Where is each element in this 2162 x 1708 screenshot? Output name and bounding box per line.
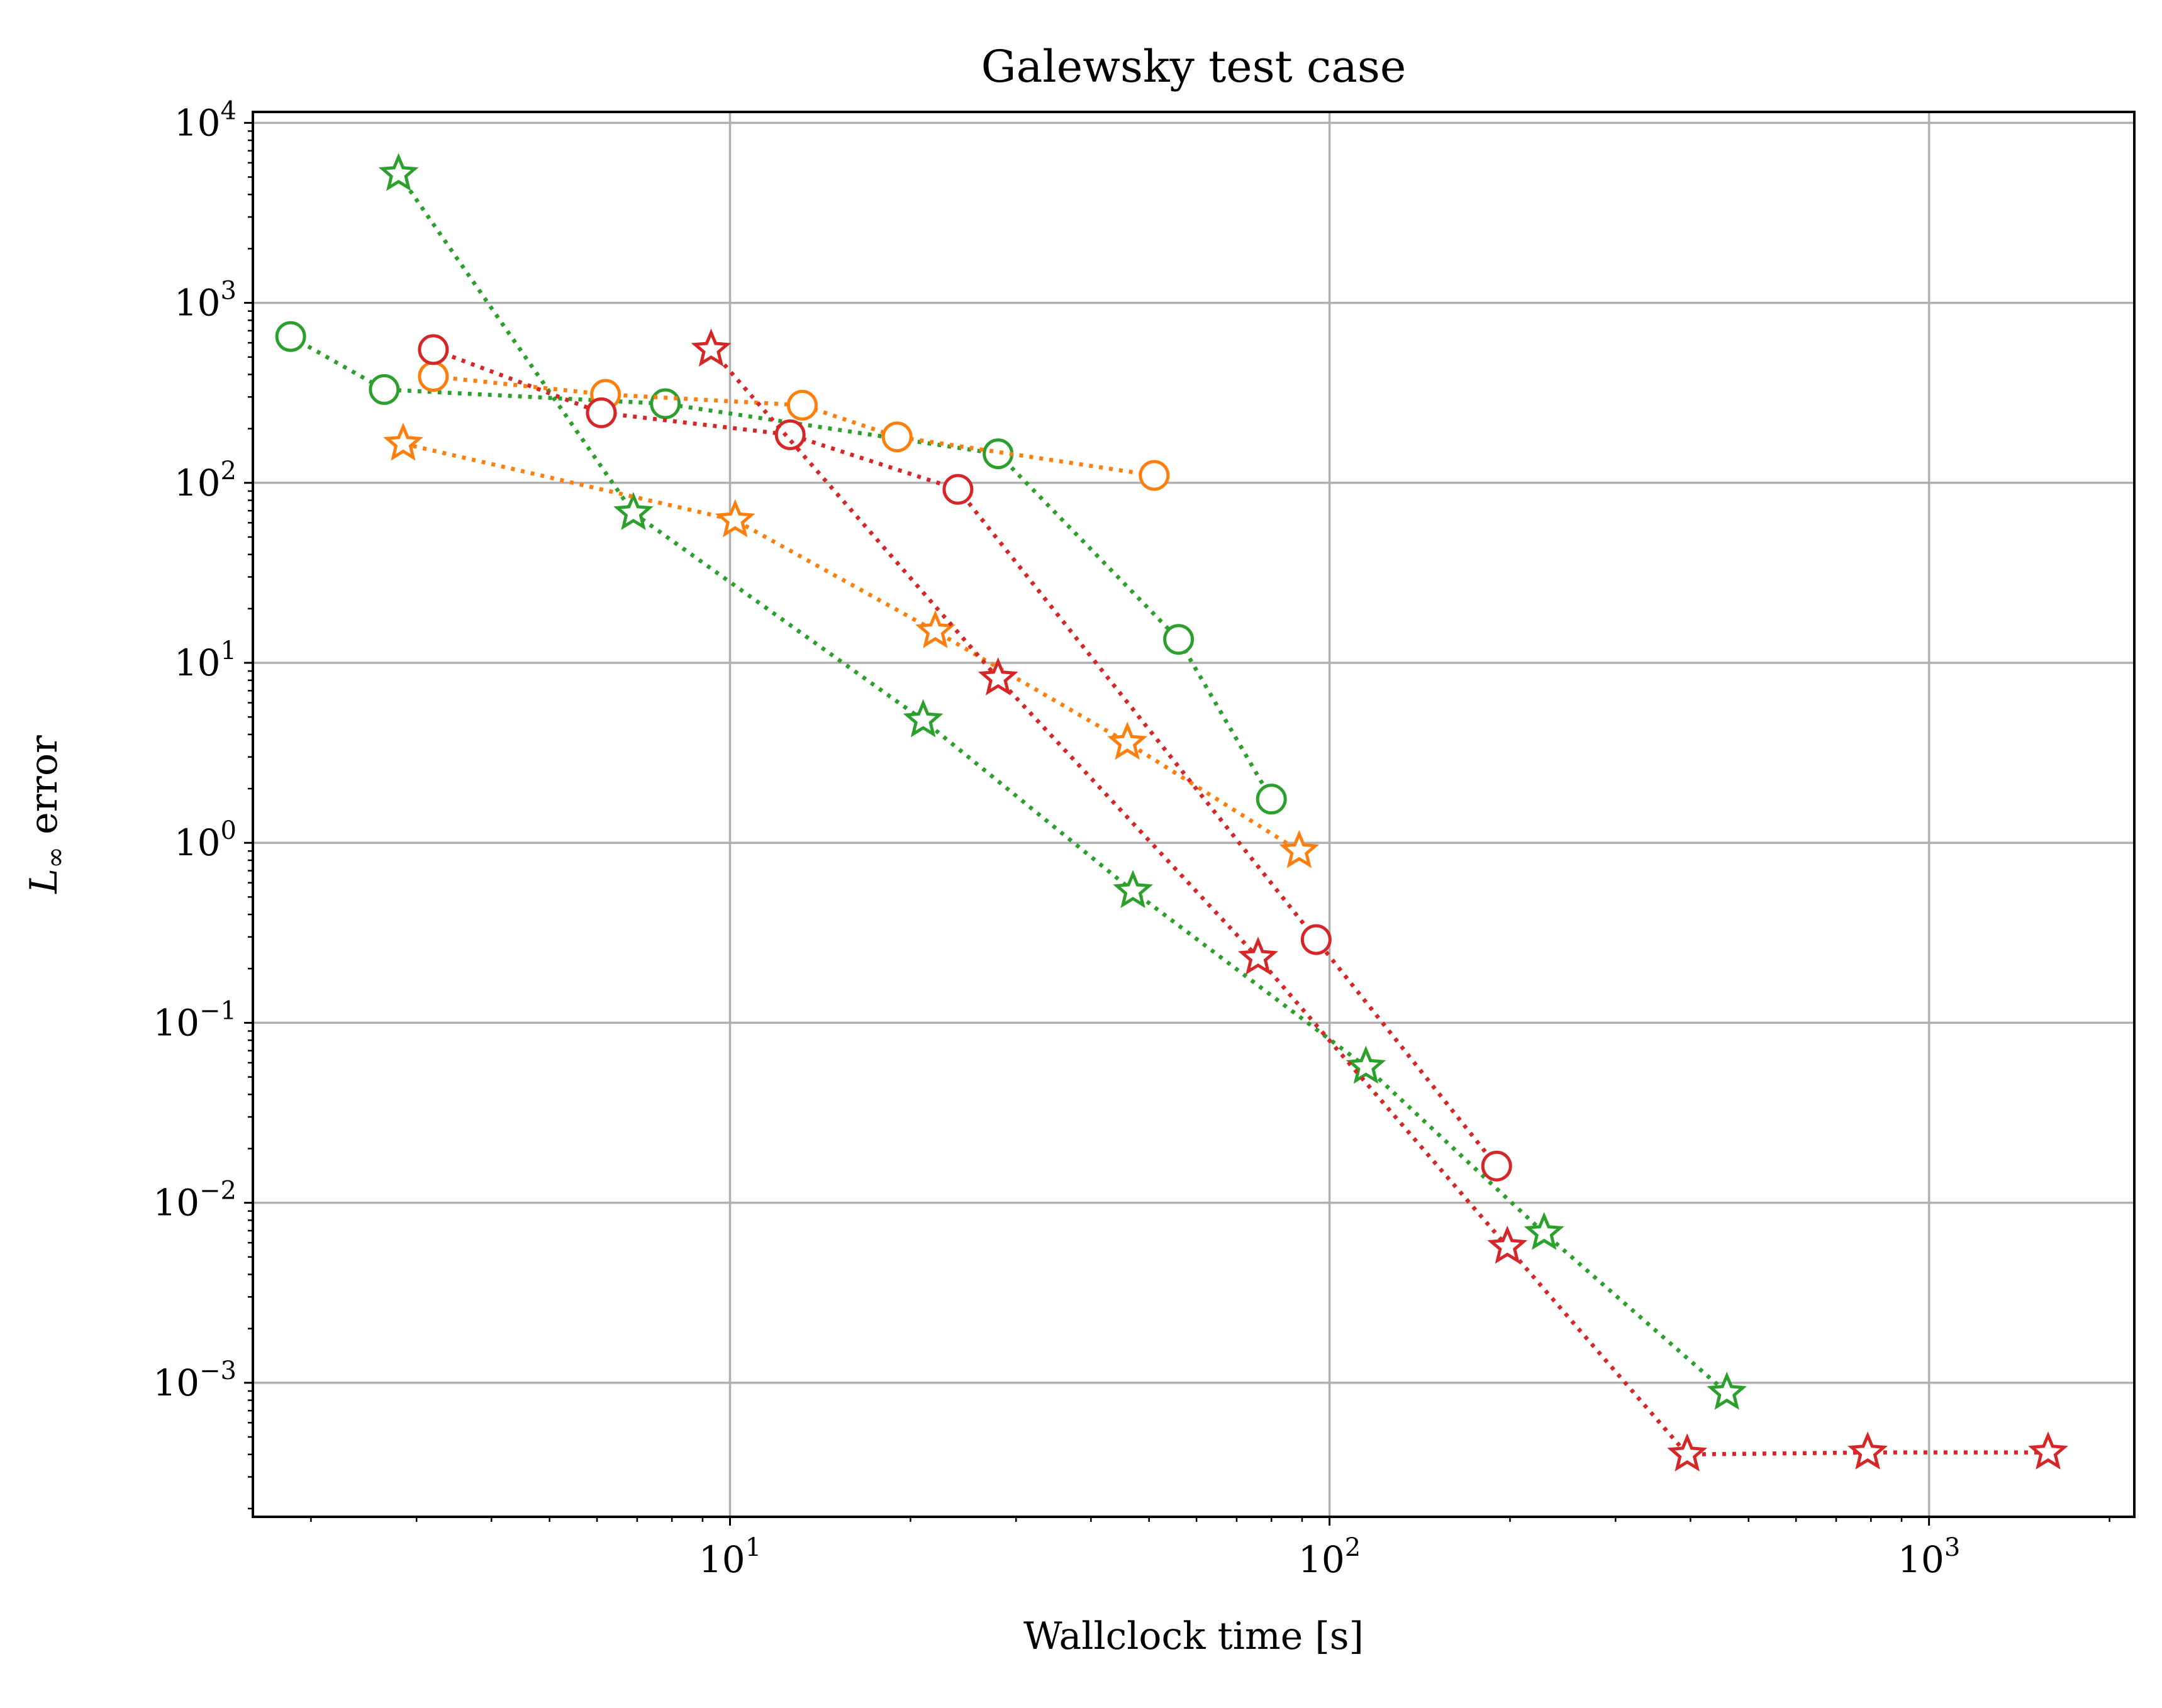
tick-base: 10	[153, 1182, 199, 1224]
data-point	[1707, 1372, 1747, 1410]
data-point	[786, 389, 818, 421]
data-point	[1107, 721, 1148, 760]
data-point	[1346, 1045, 1386, 1084]
y-tick-label: 10−1	[153, 996, 237, 1044]
data-point	[1256, 784, 1287, 815]
data-point	[983, 438, 1014, 470]
data-point	[1139, 460, 1170, 491]
tick-exponent: −1	[199, 996, 237, 1025]
tick-exponent: 3	[221, 277, 237, 306]
data-point	[1847, 1431, 1888, 1470]
y-tick-label: 101	[174, 636, 237, 684]
data-point	[1667, 1433, 1708, 1472]
series-star-d62728	[691, 328, 2068, 1472]
data-point	[369, 374, 400, 405]
y-axis-label-main: L	[22, 868, 66, 894]
tick-exponent: 1	[221, 636, 237, 665]
tick-base: 10	[1298, 1538, 1345, 1581]
data-point	[942, 474, 974, 505]
x-tick-label: 101	[699, 1533, 761, 1581]
tick-base: 10	[699, 1538, 745, 1581]
y-tick-label: 100	[174, 816, 237, 864]
data-point	[1524, 1212, 1564, 1250]
series-line	[432, 347, 1498, 1168]
tick-exponent: 0	[221, 816, 237, 845]
x-axis-label: Wallclock time [s]	[1023, 1614, 1364, 1658]
tick-exponent: 3	[1944, 1533, 1960, 1562]
tick-base: 10	[174, 101, 221, 144]
data-point	[1163, 624, 1195, 655]
tick-base: 10	[153, 1361, 199, 1404]
data-point	[586, 397, 617, 428]
y-tick-label: 103	[174, 277, 237, 324]
x-tick-label: 102	[1298, 1533, 1361, 1581]
series-line	[396, 172, 1729, 1395]
data-point	[1487, 1225, 1528, 1264]
tick-exponent: −3	[199, 1356, 237, 1385]
y-tick-label: 102	[174, 457, 237, 504]
axes-frame	[252, 111, 2136, 1518]
data-point	[915, 610, 956, 648]
data-point	[1113, 870, 1154, 908]
tick-exponent: 2	[221, 457, 237, 485]
data-point	[383, 422, 423, 461]
series-circle-ff7f0e	[418, 361, 1170, 491]
data-point	[715, 499, 755, 538]
tick-exponent: 2	[1345, 1533, 1361, 1562]
data-point	[691, 328, 732, 367]
data-point	[650, 388, 681, 419]
data-point	[1279, 829, 1320, 868]
tick-base: 10	[174, 641, 221, 684]
tick-base: 10	[1898, 1538, 1944, 1581]
data-point	[978, 657, 1018, 696]
data-point	[903, 699, 944, 738]
y-axis-label-rest: error	[22, 735, 66, 846]
series-line	[433, 374, 1155, 478]
data-point	[881, 421, 913, 453]
data-point	[1300, 924, 1332, 955]
tick-base: 10	[174, 821, 221, 864]
tick-exponent: 1	[745, 1533, 761, 1562]
tick-base: 10	[174, 282, 221, 324]
chart-title: Galewsky test case	[981, 41, 1407, 92]
y-tick-label: 10−3	[153, 1356, 237, 1404]
series-line	[289, 335, 1274, 801]
data-point	[1481, 1150, 1512, 1182]
series-group	[275, 153, 2068, 1472]
data-point	[2028, 1431, 2068, 1470]
series-circle-d62728	[418, 334, 1512, 1182]
y-tick-label: 10−2	[153, 1177, 237, 1224]
tick-base: 10	[174, 462, 221, 504]
data-point	[418, 361, 449, 392]
series-line	[403, 441, 1301, 853]
grid-lines	[253, 112, 2134, 1517]
series-circle-2ca02c	[275, 321, 1287, 815]
tick-exponent: 4	[221, 96, 237, 125]
data-point	[378, 153, 419, 191]
y-axis-label-sub: ∞	[40, 846, 70, 868]
y-tick-label: 104	[174, 96, 237, 144]
data-point	[418, 334, 449, 365]
x-tick-label: 103	[1898, 1533, 1960, 1581]
tick-base: 10	[153, 1001, 199, 1044]
series-line	[710, 348, 2048, 1457]
tick-exponent: −2	[199, 1177, 237, 1206]
series-star-2ca02c	[378, 153, 1747, 1410]
data-point	[774, 419, 806, 450]
y-axis-label: L∞ error	[22, 735, 70, 894]
data-point	[275, 321, 306, 352]
series-star-ff7f0e	[383, 422, 1320, 868]
data-point	[613, 492, 654, 530]
data-point	[1238, 936, 1278, 975]
